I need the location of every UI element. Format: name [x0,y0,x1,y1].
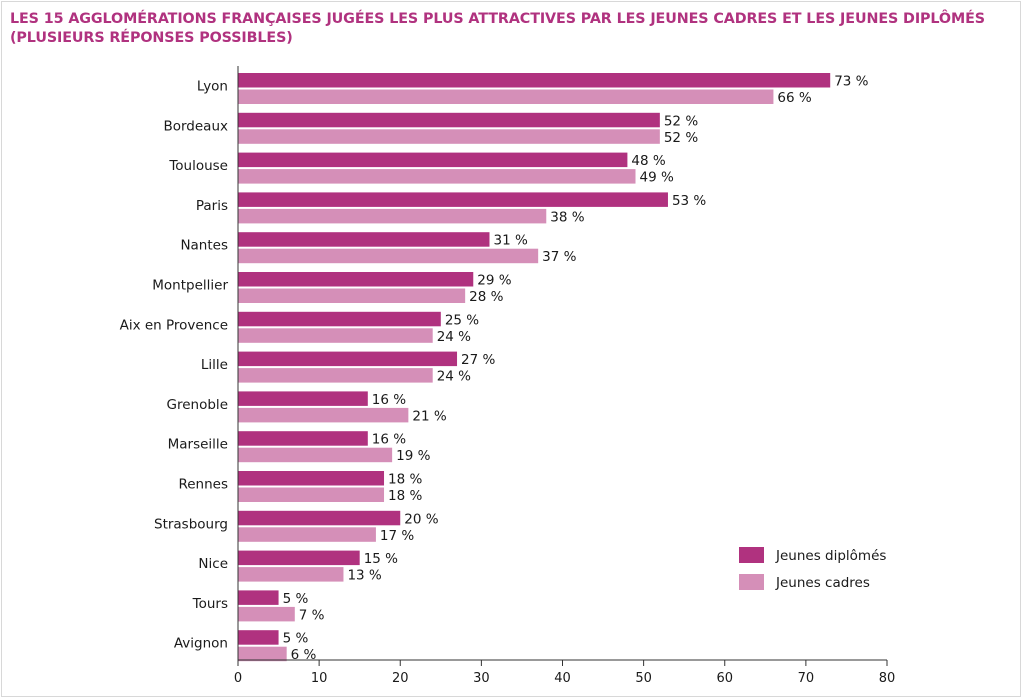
data-label: 15 % [364,551,398,567]
category-label: Montpellier [152,278,228,294]
x-tick-label: 30 [473,671,490,686]
data-label: 24 % [437,329,471,345]
bar-jeunes-cadres [238,328,433,343]
data-label: 53 % [672,193,706,209]
category-label: Tours [192,596,228,612]
x-tick-label: 40 [554,671,571,686]
data-label: 5 % [283,591,309,607]
bar-jeunes-diplomes [238,431,368,446]
data-label: 28 % [469,289,503,305]
bar-jeunes-diplomes [238,550,360,566]
bar-jeunes-cadres [238,89,774,104]
data-label: 52 % [664,130,698,146]
bar-jeunes-cadres [238,169,636,184]
data-label: 29 % [477,273,511,289]
data-label: 37 % [542,249,576,265]
legend-label-jeunes-diplomes: Jeunes diplômés [775,548,886,564]
data-label: 5 % [283,631,309,647]
bar-jeunes-cadres [238,129,660,144]
category-label: Rennes [178,477,228,493]
category-label: Lyon [197,79,228,95]
legend-swatch-jeunes-cadres [739,574,764,590]
legend-label-jeunes-cadres: Jeunes cadres [775,575,870,591]
bar-jeunes-diplomes [238,192,668,207]
bar-jeunes-cadres [238,288,466,303]
category-label: Strasbourg [154,516,228,532]
chart-title-line-1: LES 15 AGGLOMÉRATIONS FRANÇAISES JUGÉES … [10,11,985,27]
data-label: 18 % [388,488,422,504]
data-label: 73 % [834,74,868,90]
bar-jeunes-cadres [238,248,539,264]
bar-jeunes-diplomes [238,152,628,168]
x-tick-label: 60 [716,671,733,686]
data-label: 18 % [388,472,422,488]
bar-jeunes-diplomes [238,630,279,645]
category-label: Bordeaux [163,118,228,134]
data-label: 16 % [372,392,406,408]
category-label: Nice [198,556,228,572]
bar-jeunes-cadres [238,646,287,662]
bar-jeunes-diplomes [238,232,490,247]
data-label: 48 % [631,153,665,169]
bar-jeunes-cadres [238,208,547,224]
x-tick-label: 50 [635,671,652,686]
chart-title-line-2: (PLUSIEURS RÉPONSES POSSIBLES) [10,30,293,46]
bar-jeunes-diplomes [238,471,385,486]
category-label: Avignon [174,636,228,652]
bar-jeunes-cadres [238,527,376,542]
data-label: 38 % [550,209,584,225]
category-label: Lille [201,357,228,373]
legend-swatch-jeunes-diplomes [739,547,764,563]
x-tick-label: 70 [798,671,815,686]
data-label: 19 % [396,448,430,464]
bar-jeunes-cadres [238,407,409,423]
data-label: 52 % [664,113,698,129]
x-tick-label: 0 [234,671,242,686]
category-label: Grenoble [167,397,228,413]
data-label: 27 % [461,352,495,368]
bar-jeunes-cadres [238,487,385,502]
data-label: 17 % [380,528,414,544]
bar-jeunes-diplomes [238,510,401,526]
x-tick-label: 10 [311,671,328,686]
bar-jeunes-diplomes [238,351,458,367]
data-label: 25 % [445,312,479,328]
data-label: 20 % [404,511,438,527]
data-label: 16 % [372,432,406,448]
category-label: Toulouse [168,158,228,174]
bar-jeunes-diplomes [238,311,441,327]
category-label: Aix en Provence [120,317,228,333]
bar-jeunes-cadres [238,606,295,622]
data-label: 24 % [437,369,471,385]
bar-jeunes-diplomes [238,391,368,406]
category-label: Marseille [168,437,228,453]
data-label: 21 % [412,408,446,424]
data-label: 6 % [291,647,317,663]
chart-title: LES 15 AGGLOMÉRATIONS FRANÇAISES JUGÉES … [10,10,1000,48]
bar-jeunes-diplomes [238,112,660,128]
data-label: 31 % [493,233,527,249]
data-label: 13 % [347,568,381,584]
category-label: Paris [196,198,228,214]
bar-jeunes-cadres [238,368,433,383]
data-label: 7 % [299,607,325,623]
x-tick-label: 80 [879,671,896,686]
x-tick-label: 20 [392,671,409,686]
bar-jeunes-cadres [238,567,344,582]
data-label: 49 % [640,170,674,186]
data-label: 66 % [777,90,811,106]
bar-jeunes-diplomes [238,73,831,88]
bar-jeunes-cadres [238,447,393,463]
bar-jeunes-diplomes [238,272,474,287]
category-label: Nantes [180,238,228,254]
bar-jeunes-diplomes [238,590,279,605]
